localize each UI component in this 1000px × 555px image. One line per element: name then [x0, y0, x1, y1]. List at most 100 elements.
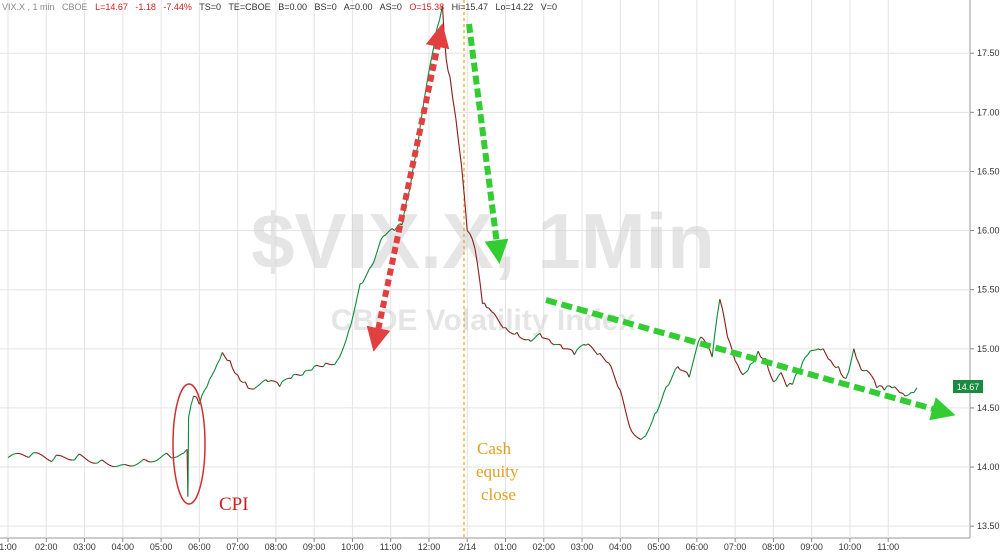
price-segment [521, 337, 525, 340]
header-symbol: VIX.X , 1 min [2, 2, 55, 12]
price-segment [260, 380, 264, 384]
price-segment [833, 364, 837, 369]
price-segment [214, 363, 218, 371]
price-segment [352, 304, 357, 316]
price-segment [104, 461, 108, 464]
price-segment [279, 381, 283, 387]
chart-grid [0, 0, 971, 539]
price-segment [343, 339, 347, 347]
price-segment [894, 386, 898, 390]
cpi-circle [172, 383, 206, 505]
price-segment [679, 369, 683, 372]
cpi-label: CPI [219, 494, 249, 515]
price-segment [697, 336, 702, 342]
price-segment [474, 248, 478, 264]
x-tick-label: 12:00 [418, 542, 441, 552]
y-tick-label: 17.50 [977, 48, 1000, 58]
price-segment [39, 453, 43, 456]
x-tick-label: 04:00 [112, 542, 135, 552]
price-segment [188, 405, 192, 418]
price-segment [693, 349, 697, 360]
price-segment [338, 351, 343, 358]
price-segment [286, 377, 290, 380]
price-segment [62, 456, 66, 459]
x-tick-label: 02:00 [35, 542, 58, 552]
price-segment [318, 365, 322, 368]
price-segment [873, 379, 878, 388]
price-segment [350, 315, 354, 326]
price-segment [348, 324, 352, 332]
price-segment [290, 374, 294, 379]
price-segment [447, 70, 451, 78]
price-segment [881, 385, 885, 391]
price-segment [615, 380, 619, 388]
price-segment [843, 377, 847, 379]
price-segment [690, 358, 695, 369]
price-segment [815, 348, 819, 351]
price-segment [491, 310, 495, 314]
y-tick-label: 15.00 [977, 344, 1000, 354]
price-segment [638, 437, 642, 440]
price-segment [488, 307, 492, 312]
header-open: O=15.38 [409, 2, 445, 12]
price-segment [601, 355, 605, 360]
price-segment [674, 366, 679, 370]
price-segment [670, 374, 674, 381]
price-segment [866, 369, 870, 373]
price-segment [44, 456, 48, 460]
close-label-2: equity [476, 462, 519, 481]
price-segment [460, 165, 465, 197]
price-segment [181, 452, 185, 455]
price-segment [357, 283, 361, 295]
price-segment [569, 348, 573, 351]
price-segment [863, 369, 867, 372]
price-segment [594, 351, 598, 356]
price-segment [530, 339, 534, 342]
price-segment [276, 382, 281, 387]
price-segment [193, 395, 197, 398]
price-segment [201, 390, 205, 396]
x-tick-label: 03:00 [73, 542, 96, 552]
price-segment [737, 364, 741, 372]
x-tick-label: 01:00 [494, 542, 517, 552]
price-segment [672, 369, 676, 375]
price-segment [10, 454, 13, 457]
x-tick-label: 08:00 [762, 542, 785, 552]
price-segment [336, 357, 340, 361]
price-segment [267, 380, 271, 383]
price-segment [905, 394, 909, 397]
y-tick-label: 14.50 [977, 403, 1000, 413]
header-last: L=14.67 [95, 2, 128, 12]
price-segment [695, 341, 699, 351]
price-segment [117, 464, 121, 467]
price-segment [802, 356, 806, 362]
price-segment [242, 381, 246, 384]
price-segment [825, 353, 829, 360]
price-segment [322, 362, 327, 367]
price-segment [486, 306, 490, 309]
price-segment [115, 465, 119, 468]
price-segment [436, 20, 441, 30]
last-price-box [953, 380, 983, 393]
price-segment [97, 460, 101, 464]
x-tick-label: 08:00 [265, 542, 288, 552]
price-segment [445, 59, 449, 72]
price-segment [822, 348, 827, 355]
price-segment [495, 316, 500, 322]
price-segment [512, 333, 515, 335]
price-segment [178, 453, 182, 457]
y-tick-label: 17.00 [977, 107, 1000, 117]
price-segment [734, 360, 739, 366]
price-segment [304, 369, 308, 372]
price-segment [297, 374, 301, 377]
watermark: $VIX.X, 1Min CBOE Volatility Index [251, 197, 715, 337]
price-segment [686, 372, 690, 378]
price-segment [509, 331, 513, 335]
price-segment [21, 453, 25, 456]
price-segment [636, 436, 640, 439]
price-segment [449, 76, 454, 100]
price-segment [28, 454, 32, 458]
price-segment [647, 426, 651, 432]
price-segment [780, 372, 785, 380]
